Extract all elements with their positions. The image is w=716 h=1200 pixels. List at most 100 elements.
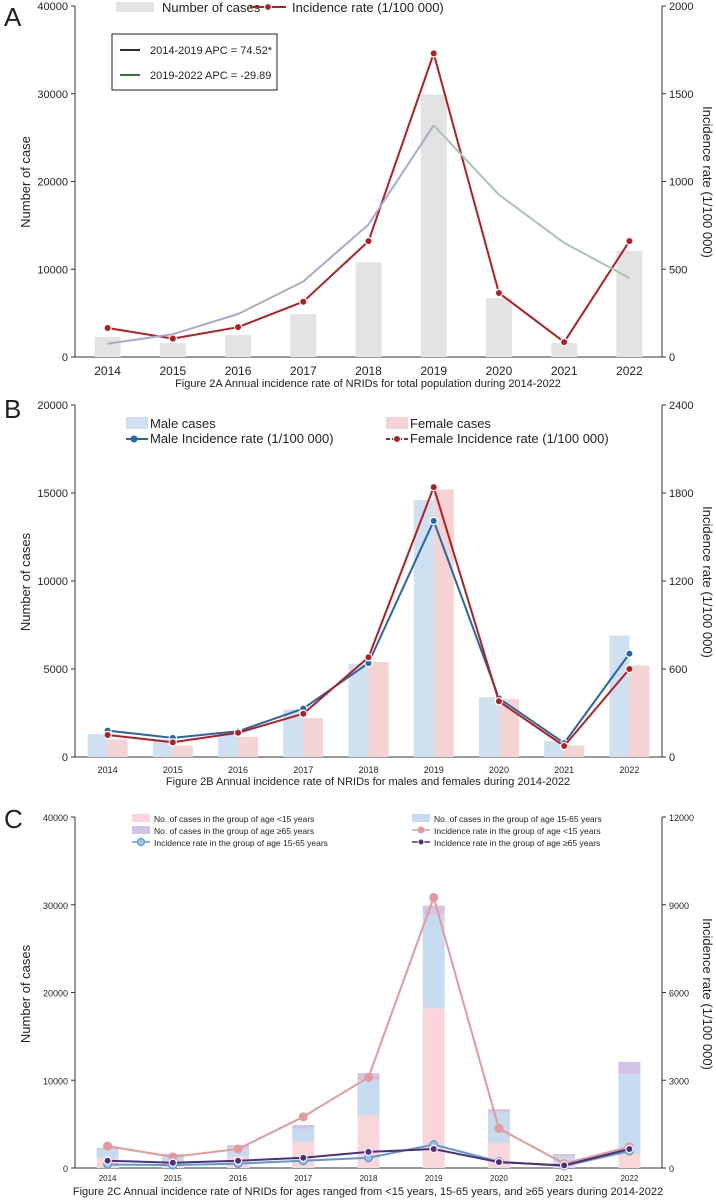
panel-b-x-tick-label: 2020: [489, 765, 509, 775]
panel-c-line-2-point: [299, 1153, 308, 1162]
panel-b-legend-female-line: Female Incidence rate (1/100 000): [410, 431, 609, 446]
panel-c-line-2-point: [625, 1144, 634, 1154]
panel-c-x-tick-label: 2015: [164, 1174, 182, 1183]
panel-b-bar-male: [283, 709, 304, 757]
panel-a-legend-bars-label: Number of cases: [162, 0, 261, 15]
panel-a-x-tick-label: 2018: [355, 364, 382, 378]
panel-c-line-2-point: [364, 1147, 373, 1157]
panel-c-x-tick-label: 2016: [229, 1174, 247, 1183]
panel-c-bar-lt15: [422, 1008, 445, 1168]
panel-c-legend-lt15-bar-swatch: [132, 814, 150, 822]
panel-a-line-0-point: [559, 337, 569, 347]
panel-b-x-tick-label: 2019: [424, 765, 444, 775]
panel-c-legend-line-15-65: Incidence rate in the group of age 15-65…: [154, 838, 328, 848]
panel-b-x-tick-label: 2014: [98, 765, 118, 775]
panel-a-y-tick-label-right: 1500: [669, 89, 693, 101]
panel-b-caption: Figure 2B Annual incidence rate of NRIDs…: [166, 776, 570, 788]
panel-a-y-tick-label-left: 10000: [37, 264, 68, 276]
panel-b-bar-female: [238, 736, 259, 757]
panel-c-legend-15-65-line-marker: [136, 837, 146, 847]
panel-c-bar-ge65: [618, 1061, 641, 1075]
panel-b-bar-female: [368, 661, 389, 757]
panel-a-y-tick-label-right: 500: [669, 264, 687, 276]
panel-a-bar: [485, 298, 512, 357]
panel-b-bar-male: [87, 734, 108, 757]
panel-c-y-tick-label-left: 30000: [43, 901, 68, 911]
panel-a-y-label-right: Incidence rate (1/100 000): [700, 106, 715, 258]
panel-a-line-1: [107, 124, 435, 345]
panel-a-line-0-point: [429, 49, 438, 58]
panel-b-line-1-point: [168, 738, 178, 747]
panel-b-legend-female-bar-swatch: [386, 417, 408, 429]
panel-c-letter: C: [4, 804, 23, 834]
panel-b-y-tick-label-right: 1800: [669, 488, 693, 500]
panel-b-letter: B: [4, 394, 21, 424]
panel-c-line-0-point: [298, 1112, 308, 1122]
panel-c-line-0-point: [233, 1144, 243, 1154]
panel-b-bar-female: [107, 739, 128, 757]
panel-a-line-2: [432, 124, 630, 279]
panel-a-y-tick-label-left: 20000: [37, 177, 68, 189]
panel-c-x-tick-label: 2019: [425, 1174, 443, 1183]
panel-c-bar-lt15: [618, 1153, 641, 1168]
panel-c-x-tick-label: 2014: [99, 1174, 117, 1183]
panel-c-bar-ge65: [487, 1109, 510, 1113]
panel-b-y-tick-label-right: 0: [669, 752, 675, 764]
panel-b-y-tick-label-left: 20000: [37, 400, 68, 412]
panel-b-line-1-point: [299, 709, 308, 718]
panel-c-y-tick-label-right: 12000: [669, 813, 694, 823]
panel-c-legend-15-65-bar-swatch: [412, 814, 430, 822]
panel-a-y-tick-label-left: 0: [62, 352, 68, 364]
panel-a-line-0-point: [364, 236, 373, 246]
panel-b-chart: 0 5000 10000 15000 20000 0 600 1200 1800 2400 2014…: [37, 400, 693, 775]
panel-c-y-label-right: Incidence rate (1/100 000): [700, 918, 715, 1070]
panel-a-x-tick-label: 2019: [420, 364, 447, 378]
panel-a-letter: A: [4, 2, 22, 32]
panel-c-x-tick-label: 2022: [620, 1174, 638, 1183]
panel-c-bar-ge65: [292, 1125, 315, 1129]
panel-b-y-tick-label-right: 600: [669, 664, 687, 676]
panel-a-bar: [94, 336, 121, 357]
panel-b-bar-female: [303, 718, 324, 757]
panel-b-bar-male: [348, 663, 369, 757]
panel-a-y-label-left: Number of case: [18, 136, 33, 228]
panel-b-y-tick-label-right: 2400: [669, 400, 693, 412]
panel-a-x-tick-label: 2015: [159, 364, 186, 378]
panel-b-legend-male-bar-swatch: [126, 417, 148, 429]
panel-b-line-1-point: [364, 653, 373, 662]
panel-b-legend-male-line: Male Incidence rate (1/100 000): [150, 431, 334, 446]
panel-a-bar: [225, 335, 252, 357]
panel-c-x-tick-label: 2020: [490, 1174, 508, 1183]
panel-c-legend-ge65-bar-swatch: [132, 826, 150, 834]
panel-b-bar-male: [544, 741, 565, 757]
panel-c-line-2-point: [168, 1158, 178, 1167]
panel-c-legend-bar-ge65: No. of cases in the group of age ≥65 yea…: [154, 826, 314, 836]
panel-c-y-tick-label-left: 20000: [43, 989, 68, 999]
panel-c-legend-ge65-line-marker: [417, 838, 425, 846]
panel-a-y-tick-label-right: 0: [669, 352, 675, 364]
panel-a-apc-box: [111, 33, 278, 91]
panel-b-y-label-left: Number of cases: [18, 532, 33, 631]
panel-a-bar: [355, 262, 382, 357]
panel-b-y-tick-label-left: 5000: [44, 664, 68, 676]
panel-b-bar-male: [478, 697, 499, 757]
panel-b-x-tick-label: 2017: [293, 765, 313, 775]
panel-b-x-tick-label: 2015: [163, 765, 183, 775]
panel-b-x-tick-label: 2022: [619, 765, 639, 775]
panel-b-y-tick-label-left: 15000: [37, 488, 68, 500]
panel-a-line-0-point: [625, 236, 634, 246]
panel-a-bar: [290, 314, 317, 357]
panel-b-bar-male: [152, 739, 173, 757]
panel-c-x-tick-label: 2018: [360, 1174, 378, 1183]
panel-c-line-2-point: [103, 1156, 112, 1165]
panel-b-bar-male: [609, 635, 630, 757]
panel-c-line-2-point: [559, 1161, 569, 1170]
panel-b-bar-female: [629, 665, 650, 757]
panel-c-y-tick-label-right: 0: [669, 1164, 674, 1174]
panel-c-x-tick-label: 2021: [555, 1174, 573, 1183]
panel-a-line-0-point: [299, 297, 308, 306]
panel-b-x-tick-label: 2021: [554, 765, 574, 775]
panel-b-legend-female-bars: Female cases: [410, 416, 491, 431]
panel-a-bar: [551, 342, 578, 357]
